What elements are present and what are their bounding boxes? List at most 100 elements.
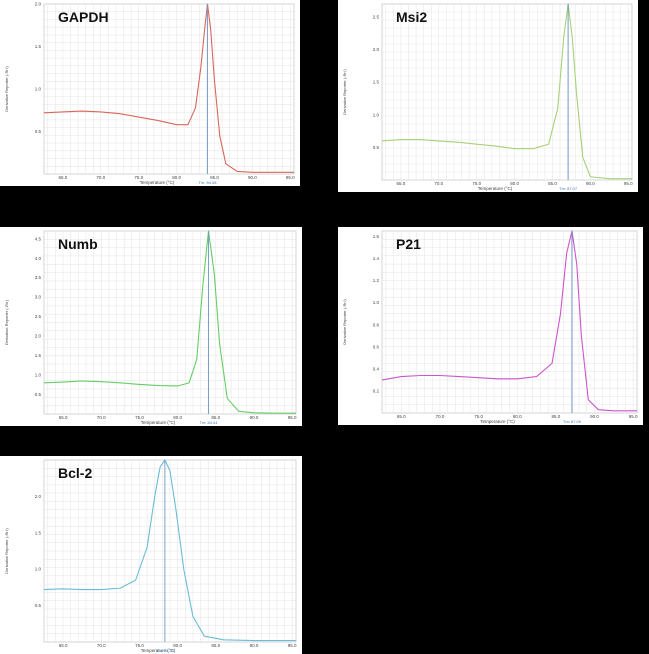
x-tick-label: 75.0 <box>134 175 143 180</box>
x-tick-label: 80.0 <box>513 414 522 419</box>
y-tick-label: 3.5 <box>35 275 42 280</box>
x-tick-label: 90.0 <box>250 643 259 648</box>
y-axis-label: Derivative Reporter (-Rn') <box>342 69 347 115</box>
x-tick-label: 80.0 <box>510 181 519 186</box>
gene-title: GAPDH <box>58 9 109 25</box>
melt-curve-line <box>381 230 637 412</box>
tm-label: Tm: 78.33 <box>156 648 175 653</box>
gene-title: Bcl-2 <box>58 465 92 481</box>
melt-curve-line <box>43 230 296 414</box>
x-tick-label: 65.0 <box>59 415 68 420</box>
tm-label: Tm: 87.07 <box>559 186 578 191</box>
x-tick-label: 80.0 <box>173 415 182 420</box>
y-tick-label: 1.6 <box>373 234 380 239</box>
melt-curve-panel-p21: 65.0 70.0 75.0 80.0 85.0 90.0 95.0 0.2 0.4 0.6 0.8… <box>338 227 643 425</box>
y-tick-label: 2.0 <box>35 494 42 499</box>
y-tick-label: 1.0 <box>35 87 42 92</box>
x-tick-label: 95.0 <box>629 414 638 419</box>
melt-curve-panel-bcl2: 65.0 70.0 75.0 80.0 85.0 90.0 95.0 0.5 1.0 1.5 2.0… <box>0 456 302 654</box>
y-tick-label: 1.0 <box>373 112 380 117</box>
grid <box>44 460 296 642</box>
chart-svg: 65.0 70.0 75.0 80.0 85.0 90.0 95.0 0.2 0.4 0.6 0.8… <box>342 230 638 424</box>
x-tick-label: 65.0 <box>397 181 406 186</box>
x-tick-label: 75.0 <box>474 414 483 419</box>
tm-label: Tm: 84.08 <box>198 180 217 185</box>
y-axis-label: Derivative Reporter (-Rn') <box>4 299 9 345</box>
melt-curve-line <box>381 3 632 180</box>
x-tick-label: 95.0 <box>286 175 295 180</box>
x-tick-label: 80.0 <box>173 643 182 648</box>
y-tick-label: 4.5 <box>35 236 42 241</box>
chart-svg: 65.0 70.0 75.0 80.0 85.0 90.0 95.0 0.5 1.0 1.5 2.0… <box>4 230 297 425</box>
y-tick-label: 0.6 <box>373 344 380 349</box>
x-tick-label: 70.0 <box>434 181 443 186</box>
y-tick-label: 2.0 <box>35 334 42 339</box>
x-tick-label: 95.0 <box>624 181 633 186</box>
x-tick-label: 85.0 <box>210 175 219 180</box>
chart-svg: 65.0 70.0 75.0 80.0 85.0 90.0 95.0 0.5 1.0 1.5 2.0… <box>4 459 297 653</box>
y-tick-label: 0.8 <box>373 322 380 327</box>
x-tick-label: 70.0 <box>96 175 105 180</box>
y-tick-label: 0.4 <box>373 366 380 371</box>
x-axis-label: Temperature (°C) <box>480 419 515 424</box>
melt-curve-line <box>43 3 294 173</box>
grid <box>44 4 294 174</box>
chart-svg: 65.0 70.0 75.0 80.0 85.0 90.0 95.0 0.5 1.0 1.5 2.0… <box>4 2 295 186</box>
x-axis-label: Temperature (°C) <box>478 186 513 191</box>
x-tick-label: 90.0 <box>248 175 257 180</box>
y-tick-label: 1.5 <box>35 44 42 49</box>
x-tick-label: 95.0 <box>288 415 297 420</box>
x-tick-label: 85.0 <box>548 181 557 186</box>
y-tick-label: 4.0 <box>35 256 42 261</box>
x-tick-label: 90.0 <box>250 415 259 420</box>
x-tick-label: 90.0 <box>586 181 595 186</box>
x-tick-label: 70.0 <box>436 414 445 419</box>
y-tick-label: 3.0 <box>35 295 42 300</box>
y-axis-label: Derivative Reporter (-Rn') <box>342 299 347 345</box>
y-tick-label: 2.5 <box>373 15 380 20</box>
x-tick-label: 90.0 <box>590 414 599 419</box>
y-tick-label: 1.0 <box>373 300 380 305</box>
melt-curve-panel-gapdh: 65.0 70.0 75.0 80.0 85.0 90.0 95.0 0.5 1.0 1.5 2.0… <box>0 0 300 186</box>
x-tick-label: 80.0 <box>172 175 181 180</box>
y-tick-label: 1.0 <box>35 373 42 378</box>
y-axis-label: Derivative Reporter (-Rn') <box>4 66 9 112</box>
y-tick-label: 0.5 <box>35 129 42 134</box>
y-tick-label: 2.5 <box>35 314 42 319</box>
melt-curve-line <box>43 459 296 642</box>
x-tick-label: 65.0 <box>397 414 406 419</box>
x-tick-label: 85.0 <box>551 414 560 419</box>
y-tick-label: 0.5 <box>373 145 380 150</box>
x-axis-label: Temperature (°C) <box>140 180 175 185</box>
grid <box>382 4 632 180</box>
melt-curve-panel-msi2: 65.0 70.0 75.0 80.0 85.0 90.0 95.0 0.5 1.0 1.5 2.0… <box>338 0 638 192</box>
x-tick-label: 70.0 <box>97 415 106 420</box>
x-tick-label: 85.0 <box>211 643 220 648</box>
x-tick-label: 95.0 <box>288 643 297 648</box>
y-tick-label: 1.5 <box>373 80 380 85</box>
y-tick-label: 1.5 <box>35 530 42 535</box>
y-tick-label: 2.0 <box>373 47 380 52</box>
x-tick-label: 70.0 <box>97 643 106 648</box>
melt-curve-panel-numb: 65.0 70.0 75.0 80.0 85.0 90.0 95.0 0.5 1.0 1.5 2.0… <box>0 227 302 426</box>
y-tick-label: 0.2 <box>373 388 380 393</box>
gene-title: P21 <box>396 236 421 252</box>
y-tick-label: 2.0 <box>35 2 42 7</box>
x-tick-label: 65.0 <box>59 175 68 180</box>
y-tick-label: 0.5 <box>35 603 42 608</box>
x-axis-label: Temperature (°C) <box>141 420 176 425</box>
x-tick-label: 75.0 <box>135 415 144 420</box>
y-tick-label: 1.2 <box>373 278 380 283</box>
x-tick-label: 75.0 <box>135 643 144 648</box>
x-tick-label: 65.0 <box>59 643 68 648</box>
tm-label: Tm: 87.09 <box>563 419 582 424</box>
y-tick-label: 1.0 <box>35 567 42 572</box>
gene-title: Numb <box>58 236 98 252</box>
y-tick-label: 1.5 <box>35 353 42 358</box>
y-axis-label: Derivative Reporter (-Rn') <box>4 528 9 574</box>
x-axis-label: Temperature (°C) <box>141 648 176 653</box>
x-tick-label: 75.0 <box>472 181 481 186</box>
y-tick-label: 1.4 <box>373 256 380 261</box>
x-tick-label: 85.0 <box>211 415 220 420</box>
y-tick-label: 0.5 <box>35 392 42 397</box>
